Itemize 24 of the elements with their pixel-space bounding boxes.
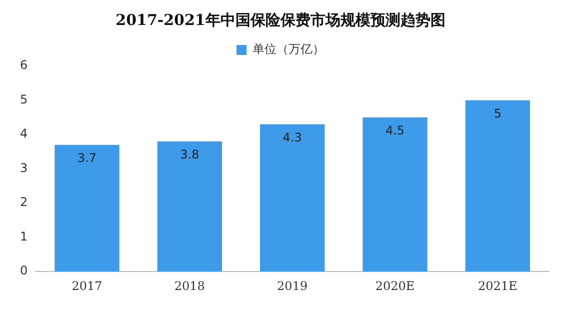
y-tick-label: 3 <box>20 160 28 175</box>
x-tick-label: 2020E <box>375 278 415 293</box>
y-tick-label: 0 <box>20 264 28 278</box>
y-tick-label: 1 <box>20 229 28 244</box>
bar <box>157 141 222 272</box>
y-tick-label: 2 <box>20 195 28 210</box>
data-label: 4.3 <box>282 130 302 144</box>
data-label: 5 <box>494 106 502 120</box>
bar <box>465 100 530 272</box>
bar <box>260 124 325 272</box>
data-label: 4.5 <box>385 124 405 138</box>
y-tick-label: 5 <box>20 92 28 106</box>
y-tick-label: 4 <box>20 126 28 141</box>
x-tick-label: 2018 <box>174 278 205 293</box>
legend-label: 单位（万亿） <box>252 42 324 56</box>
x-tick-label: 2021E <box>478 278 518 293</box>
bar <box>54 144 120 272</box>
y-tick-label: 6 <box>20 58 28 72</box>
data-label: 3.8 <box>180 148 200 162</box>
data-label: 3.7 <box>77 150 97 165</box>
chart-title: 2017-2021年中国保险保费市场规模预测趋势图 <box>116 10 446 29</box>
bar <box>362 117 428 272</box>
x-tick-label: 2019 <box>277 278 308 293</box>
x-tick-label: 2017 <box>72 278 102 293</box>
